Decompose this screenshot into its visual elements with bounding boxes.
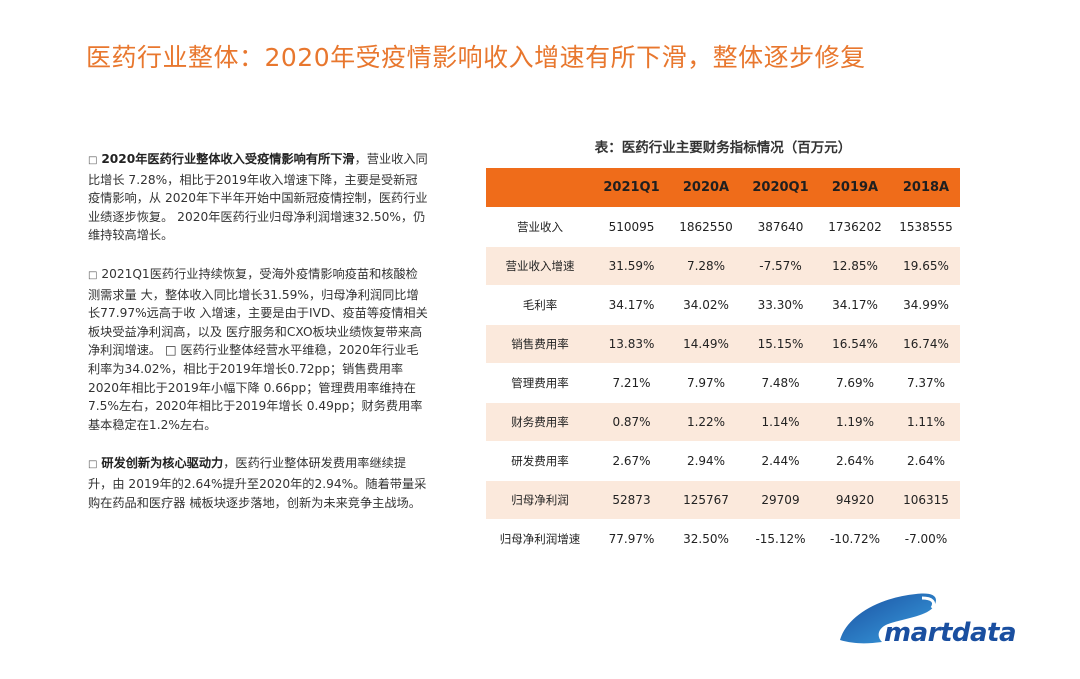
- table-cell: 125767: [669, 480, 743, 520]
- table-row: 归母净利润增速 77.97% 32.50% -15.12% -10.72% -7.00%: [486, 519, 960, 558]
- table-row: 毛利率 34.17% 34.02% 33.30% 34.17% 34.99%: [486, 285, 960, 325]
- table-cell: 2.94%: [669, 441, 743, 481]
- table-cell: 7.69%: [818, 363, 892, 403]
- table-cell: 2.64%: [818, 441, 892, 481]
- row-label: 归母净利润: [486, 480, 594, 520]
- page-title: 医药行业整体：2020年受疫情影响收入增速有所下滑，整体逐步修复: [86, 43, 866, 72]
- table-cell: 29709: [743, 480, 818, 520]
- table-row: 营业收入增速 31.59% 7.28% -7.57% 12.85% 19.65%: [486, 246, 960, 286]
- table-cell: 13.83%: [594, 324, 669, 364]
- table-cell: 33.30%: [743, 285, 818, 325]
- bullet-icon: □: [88, 155, 98, 166]
- column-header: 2021Q1: [594, 168, 669, 208]
- column-header: 2020A: [669, 168, 743, 208]
- row-label: 销售费用率: [486, 324, 594, 364]
- table-cell: -10.72%: [818, 519, 892, 558]
- row-label: 归母净利润增速: [486, 519, 594, 558]
- table-cell: 1.22%: [669, 402, 743, 442]
- table-cell: 2.44%: [743, 441, 818, 481]
- table-cell: 7.21%: [594, 363, 669, 403]
- table-cell: 0.87%: [594, 402, 669, 442]
- table-cell: -7.00%: [892, 519, 960, 558]
- row-label: 管理费用率: [486, 363, 594, 403]
- summary-text: □ 2020年医药行业整体收入受疫情影响有所下滑，营业收入同比增长 7.28%，…: [88, 150, 428, 532]
- paragraph-1-heading: 2020年医药行业整体收入受疫情影响有所下滑: [101, 152, 355, 166]
- table-row: 归母净利润 52873 125767 29709 94920 106315: [486, 480, 960, 520]
- table-cell: 1.14%: [743, 402, 818, 442]
- bullet-icon: □: [88, 459, 98, 471]
- table-header-row: 2021Q1 2020A 2020Q1 2019A 2018A: [486, 168, 960, 208]
- table-cell: 34.17%: [594, 285, 669, 325]
- table-row: 研发费用率 2.67% 2.94% 2.44% 2.64% 2.64%: [486, 441, 960, 481]
- table-cell: 14.49%: [669, 324, 743, 364]
- table-cell: 387640: [743, 207, 818, 247]
- table-cell: 1538555: [892, 207, 960, 247]
- table-cell: 1862550: [669, 207, 743, 247]
- table-cell: 7.97%: [669, 363, 743, 403]
- table-cell: 34.02%: [669, 285, 743, 325]
- table-cell: 16.74%: [892, 324, 960, 364]
- paragraph-3: □ 研发创新为核心驱动力，医药行业整体研发费用率继续提升，由 2019年的2.6…: [88, 454, 428, 512]
- paragraph-1-body: ，营业收入同比增长 7.28%，相比于2019年收入增速下降，主要是受新冠疫情影…: [88, 152, 428, 243]
- table-cell: 7.28%: [669, 246, 743, 286]
- logo-text: martdata: [884, 618, 1017, 648]
- table-cell: 94920: [818, 480, 892, 520]
- column-header: [486, 168, 594, 208]
- row-label: 研发费用率: [486, 441, 594, 481]
- column-header: 2019A: [818, 168, 892, 208]
- table-cell: -7.57%: [743, 246, 818, 286]
- table-cell: 34.17%: [818, 285, 892, 325]
- column-header: 2020Q1: [743, 168, 818, 208]
- column-header: 2018A: [892, 168, 960, 208]
- table-cell: 12.85%: [818, 246, 892, 286]
- table-cell: 1.11%: [892, 402, 960, 442]
- paragraph-2: □ 2021Q1医药行业持续恢复，受海外疫情影响疫苗和核酸检测需求量 大，整体收…: [88, 265, 428, 434]
- table-cell: 2.67%: [594, 441, 669, 481]
- smartdata-logo-icon: [840, 593, 936, 644]
- row-label: 财务费用率: [486, 402, 594, 442]
- table-cell: 34.99%: [892, 285, 960, 325]
- table-cell: 32.50%: [669, 519, 743, 558]
- table-cell: 15.15%: [743, 324, 818, 364]
- financial-table: 2021Q1 2020A 2020Q1 2019A 2018A 营业收入 5100…: [486, 168, 960, 558]
- table-cell: 510095: [594, 207, 669, 247]
- table-cell: 52873: [594, 480, 669, 520]
- table-cell: 2.64%: [892, 441, 960, 481]
- paragraph-1: □ 2020年医药行业整体收入受疫情影响有所下滑，营业收入同比增长 7.28%，…: [88, 150, 428, 245]
- table-cell: -15.12%: [743, 519, 818, 558]
- table-cell: 1.19%: [818, 402, 892, 442]
- table-row: 销售费用率 13.83% 14.49% 15.15% 16.54% 16.74%: [486, 324, 960, 364]
- row-label: 营业收入增速: [486, 246, 594, 286]
- table-row: 管理费用率 7.21% 7.97% 7.48% 7.69% 7.37%: [486, 363, 960, 403]
- table-cell: 16.54%: [818, 324, 892, 364]
- paragraph-2-body: 2021Q1医药行业持续恢复，受海外疫情影响疫苗和核酸检测需求量 大，整体收入同…: [88, 266, 428, 432]
- row-label: 毛利率: [486, 285, 594, 325]
- bullet-icon: □: [88, 269, 98, 281]
- table-row: 营业收入 510095 1862550 387640 1736202 1538555: [486, 207, 960, 247]
- table-cell: 7.48%: [743, 363, 818, 403]
- table-cell: 1736202: [818, 207, 892, 247]
- table-row: 财务费用率 0.87% 1.22% 1.14% 1.19% 1.11%: [486, 402, 960, 442]
- table-cell: 7.37%: [892, 363, 960, 403]
- table-cell: 19.65%: [892, 246, 960, 286]
- table-caption: 表：医药行业主要财务指标情况（百万元）: [594, 140, 852, 156]
- table-cell: 31.59%: [594, 246, 669, 286]
- table-cell: 77.97%: [594, 519, 669, 558]
- paragraph-3-body: ，医药行业整体研发费用率继续提升，由 2019年的2.64%提升至2020年的2…: [88, 456, 427, 510]
- paragraph-3-heading: 研发创新为核心驱动力: [101, 456, 224, 471]
- row-label: 营业收入: [486, 207, 594, 247]
- table-cell: 106315: [892, 480, 960, 520]
- table-body: 营业收入 510095 1862550 387640 1736202 1538555 营业收…: [486, 207, 960, 558]
